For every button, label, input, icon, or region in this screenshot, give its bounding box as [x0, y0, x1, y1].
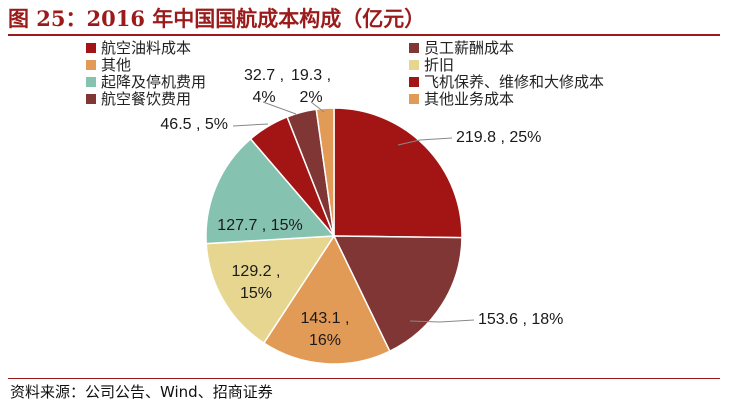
pie-slice — [205, 235, 336, 345]
leader-lines — [232, 101, 475, 323]
legend-item-other-business-cost: 其他业务成本 — [409, 91, 514, 107]
legend-item-depreciation: 折旧 — [409, 57, 454, 73]
slice-data-label: 46.5 , 5% — [160, 116, 228, 133]
legend-item-staff-cost: 员工薪酬成本 — [409, 40, 514, 56]
chart-title: 图 25：2016 年中国国航成本构成（亿元） — [8, 6, 426, 31]
pie-slice — [333, 107, 463, 239]
legend-item-fuel-cost: 航空油料成本 — [86, 40, 191, 56]
leader-line — [397, 137, 453, 146]
pie-slice — [262, 234, 391, 365]
data-labels: 219.8 , 25% 153.6 , 18% 143.1 , 16% 129.2 ,1… — [160, 67, 563, 349]
slice-data-label: 19.3 , 2% — [291, 67, 331, 106]
legend-swatch — [409, 77, 419, 87]
legend-swatch — [86, 94, 96, 104]
legend-label: 折旧 — [424, 56, 455, 74]
legend-item-other: 其他 — [86, 57, 131, 73]
source-note: 资料来源：公司公告、Wind、招商证券 — [10, 383, 273, 401]
slice-data-label: 129.2 , 15% — [232, 263, 281, 302]
legend-swatch — [86, 77, 96, 87]
legend-label: 员工薪酬成本 — [424, 39, 515, 57]
source-divider — [8, 378, 720, 379]
pie-slice — [332, 235, 463, 353]
pie-slice — [205, 137, 336, 245]
title-divider — [8, 34, 720, 36]
legend-label: 其他业务成本 — [424, 90, 515, 108]
pie-slices — [205, 107, 463, 365]
legend-swatch — [86, 60, 96, 70]
legend-item-landing-parking-fees: 起降及停机费用 — [86, 74, 206, 90]
leader-line — [262, 101, 297, 115]
leader-line — [409, 319, 475, 323]
legend-item-catering: 航空餐饮费用 — [86, 91, 191, 107]
slice-data-label: 219.8 , 25% — [456, 129, 541, 146]
legend-swatch — [409, 60, 419, 70]
legend-swatch — [86, 43, 96, 53]
slice-data-label: 127.7 , 15% — [217, 217, 302, 234]
legend-label: 其他 — [101, 56, 132, 74]
legend-label: 起降及停机费用 — [101, 73, 207, 91]
slice-data-label: 32.7 , 4% — [244, 67, 284, 106]
leader-line — [232, 123, 269, 127]
legend-label: 航空餐饮费用 — [101, 90, 192, 108]
slice-data-label: 153.6 , 18% — [478, 311, 563, 328]
leader-line — [310, 101, 325, 113]
legend-item-aircraft-maintenance: 飞机保养、维修和大修成本 — [409, 74, 604, 90]
pie-chart: 219.8 , 25% 153.6 , 18% 143.1 , 16% 129.2 ,1… — [160, 67, 563, 365]
legend-swatch — [409, 43, 419, 53]
legend-label: 航空油料成本 — [101, 39, 192, 57]
slice-data-label: 143.1 , 16% — [301, 310, 350, 349]
pie-slice — [315, 107, 335, 237]
legend-label: 飞机保养、维修和大修成本 — [424, 73, 605, 91]
legend-swatch — [409, 94, 419, 104]
